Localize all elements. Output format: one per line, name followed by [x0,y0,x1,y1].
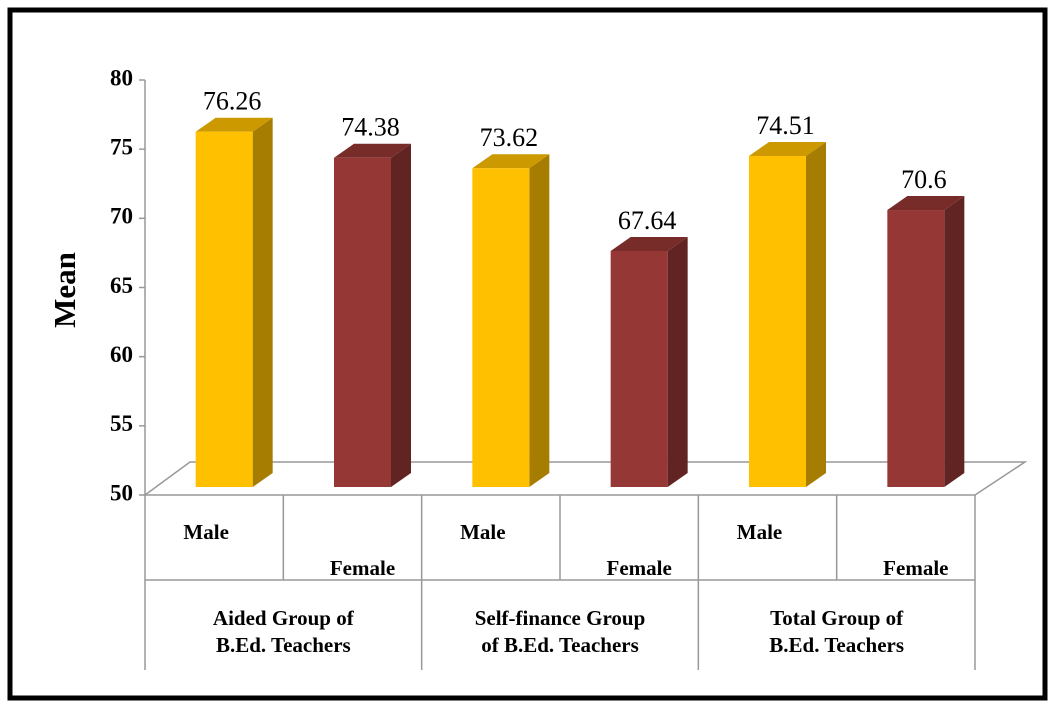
y-tick-label: 50 [110,480,133,505]
y-tick-label: 60 [110,342,133,367]
data-label: 76.26 [203,87,262,116]
bar-side [252,117,273,487]
group-label: B.Ed. Teachers [769,633,904,657]
y-tick-label: 65 [110,273,133,298]
data-label: 74.51 [756,111,815,140]
group-label: Total Group of [770,606,904,630]
bar [749,155,806,487]
bar-side [391,143,411,487]
bar-top [749,141,826,156]
data-label: 70.6 [901,165,947,194]
x-tick-label: Female [607,556,672,580]
x-tick-label: Male [460,520,505,544]
group-label: Aided Group of [213,606,355,630]
x-tick-label: Female [330,556,395,580]
group-label: Self-finance Group [475,606,646,630]
y-tick-label: 70 [110,204,133,229]
data-label: 74.38 [341,113,400,142]
x-tick-label: Female [883,556,948,580]
bar-side [529,154,550,488]
bar [334,157,391,487]
y-tick-label: 80 [110,65,133,90]
bar-top [610,236,688,251]
bar-top [195,117,273,132]
bar [610,250,668,487]
bar [472,168,530,488]
bar-top [887,196,965,211]
group-label: B.Ed. Teachers [216,633,351,657]
x-tick-label: Male [737,520,782,544]
bar-side [806,141,826,487]
group-label: of B.Ed. Teachers [481,633,639,657]
bar [887,210,945,488]
data-label: 67.64 [618,206,677,235]
y-tick-label: 55 [110,411,133,436]
bar-top [472,154,550,169]
y-tick-label: 75 [110,134,133,159]
bar [195,131,253,487]
x-tick-label: Male [183,520,228,544]
y-axis-label: Mean [47,252,82,328]
bar-top [334,143,411,158]
bar-side [944,196,965,488]
bar-side [667,236,688,487]
data-label: 73.62 [480,123,539,152]
